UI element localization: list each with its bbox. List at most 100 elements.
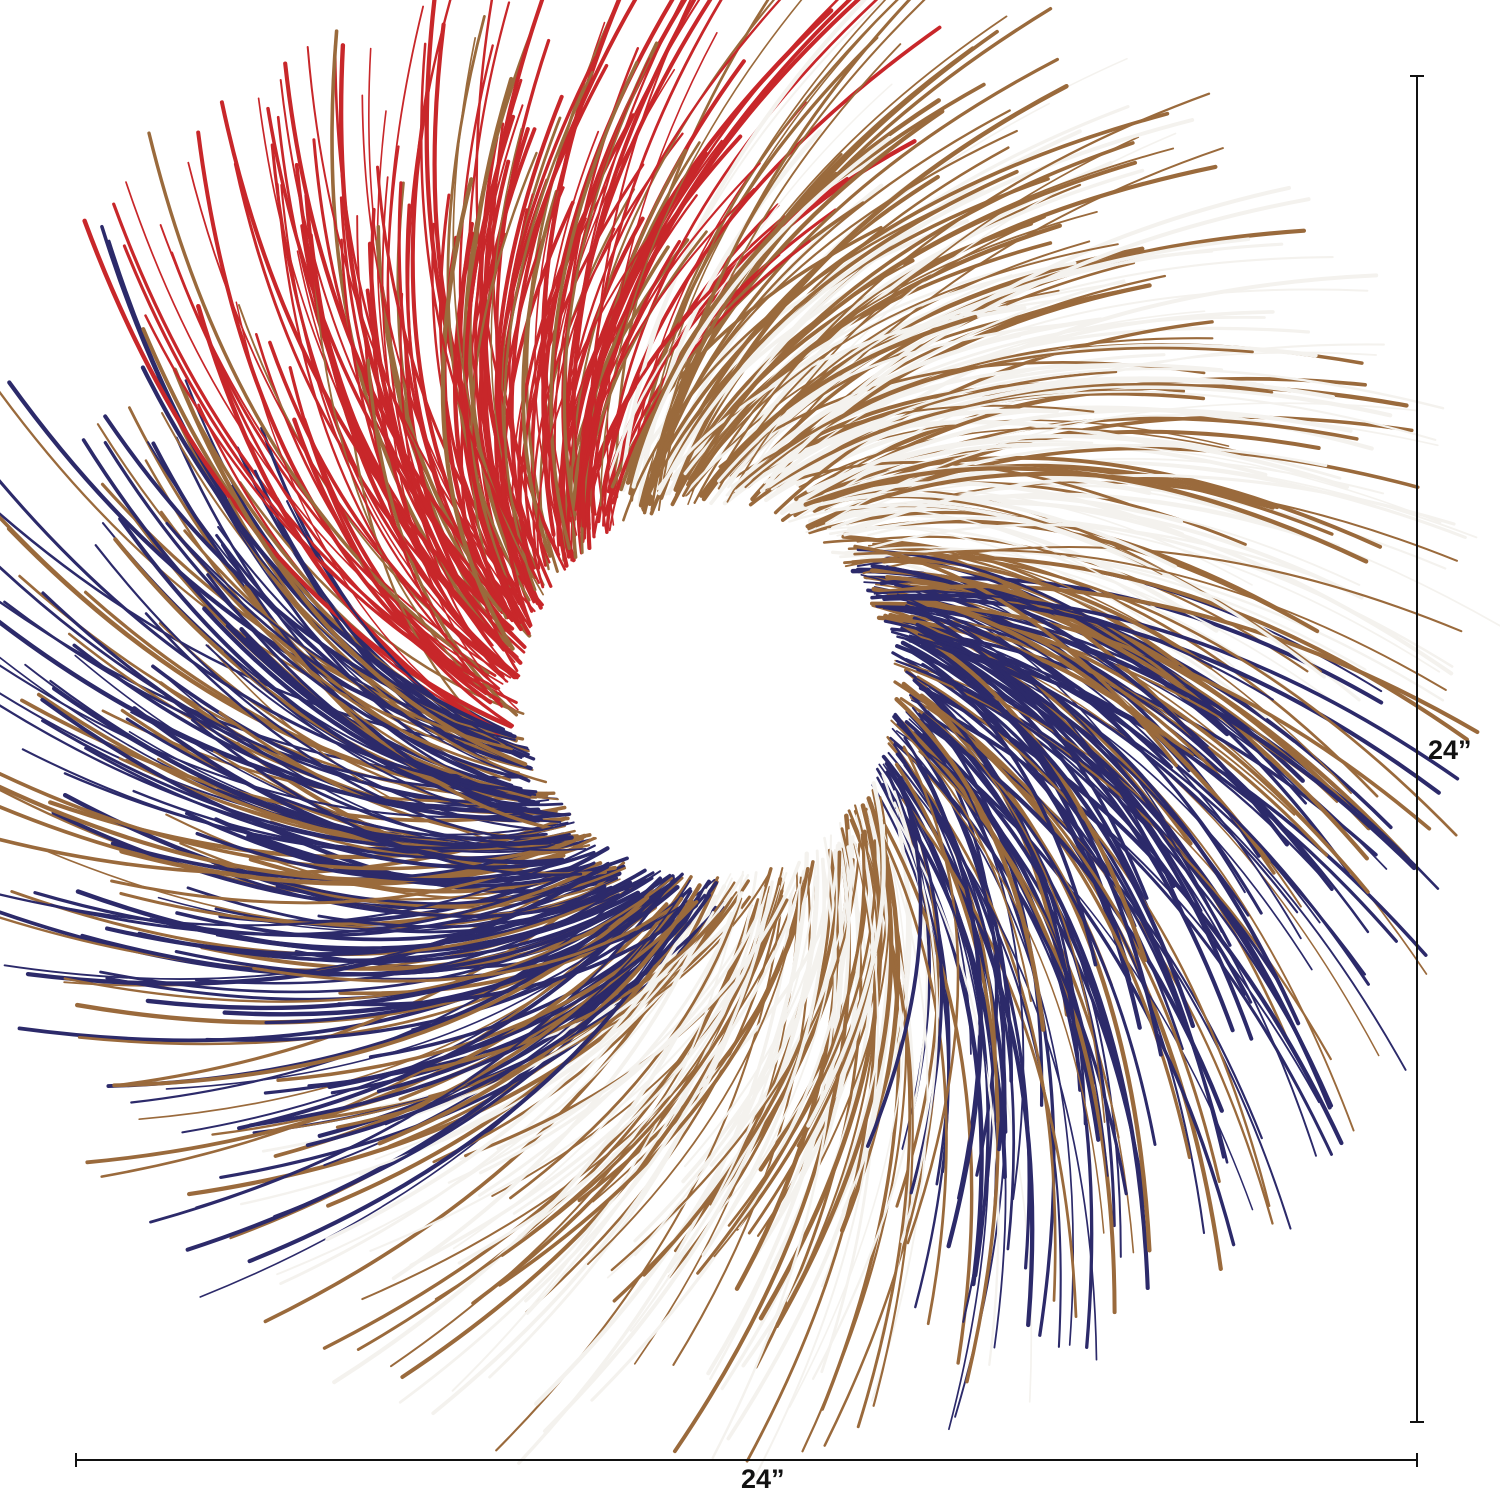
- twig: [894, 779, 990, 1431]
- twig: [701, 857, 826, 1257]
- twig: [805, 494, 1361, 586]
- twig: [653, 0, 926, 478]
- twig: [647, 111, 1170, 486]
- twig: [500, 889, 784, 1257]
- twig: [795, 455, 1383, 549]
- twig: [25, 862, 610, 986]
- twig: [0, 619, 541, 814]
- twig: [509, 897, 743, 1200]
- twig: [496, 860, 801, 1151]
- twig: [727, 274, 1013, 489]
- twig: [0, 704, 571, 850]
- twig: [517, 892, 772, 1238]
- twig: [670, 160, 1138, 507]
- twig: [420, 42, 532, 562]
- twig: [873, 590, 1274, 701]
- twig: [727, 839, 877, 1227]
- twig: [452, 231, 507, 607]
- twig: [805, 471, 1275, 529]
- twig: [793, 442, 1268, 506]
- twig: [875, 823, 948, 1326]
- twig: [748, 391, 1206, 507]
- twig: [475, 0, 561, 556]
- twig: [622, 204, 947, 522]
- twig: [876, 615, 1194, 758]
- twig: [156, 374, 506, 762]
- twig: [890, 719, 1032, 1002]
- twig: [721, 92, 1211, 469]
- twig: [657, 118, 1195, 496]
- twig: [875, 603, 1417, 871]
- twig: [36, 692, 592, 851]
- twig: [606, 842, 854, 1279]
- twig: [602, 0, 879, 527]
- twig: [895, 752, 1031, 1270]
- twig: [657, 0, 912, 493]
- twig: [895, 659, 1300, 1039]
- twig: [154, 685, 552, 845]
- twig: [215, 533, 533, 770]
- twig: [831, 494, 1183, 530]
- twig: [779, 407, 1353, 516]
- twig: [682, 320, 1093, 497]
- twig: [130, 886, 631, 1104]
- twig: [384, 879, 691, 1126]
- twig: [391, 894, 717, 1281]
- twig: [845, 523, 1317, 578]
- twig: [726, 136, 1140, 503]
- twig: [880, 819, 974, 1365]
- twig: [112, 895, 650, 1088]
- twig: [440, 177, 515, 651]
- twig: [776, 804, 880, 1328]
- twig: [853, 544, 1178, 768]
- twig: [856, 473, 1456, 531]
- twig: [304, 193, 517, 680]
- twig: [105, 884, 607, 957]
- twig: [765, 461, 1130, 506]
- twig: [922, 712, 1157, 1146]
- twig: [206, 476, 524, 778]
- twig: [637, 129, 822, 505]
- twig: [237, 903, 648, 1131]
- twig: [696, 833, 866, 1275]
- twig: [172, 367, 528, 767]
- twig: [536, 231, 654, 570]
- twig: [159, 224, 512, 679]
- twig: [283, 61, 509, 598]
- twig: [467, 76, 521, 576]
- twig: [882, 596, 1441, 795]
- twig: [890, 630, 1250, 917]
- width-label: 24”: [741, 1464, 785, 1494]
- twig: [276, 900, 699, 1082]
- twig: [280, 184, 509, 683]
- twig: [902, 748, 1105, 1234]
- twig: [900, 640, 1196, 1029]
- wreath-center-opening: [528, 510, 888, 870]
- height-label: 24”: [1428, 735, 1472, 765]
- height-dimension-line: [1416, 75, 1418, 1423]
- twig: [276, 183, 501, 690]
- twig: [673, 83, 1069, 492]
- twig: [724, 849, 838, 1223]
- twig: [457, 869, 806, 1265]
- twig: [260, 877, 632, 918]
- twig: [628, 171, 839, 496]
- twig: [825, 402, 1417, 525]
- twig: [235, 301, 503, 738]
- twig: [850, 557, 1213, 670]
- twig: [903, 763, 1016, 1251]
- twig: [859, 548, 1367, 671]
- twig: [682, 251, 988, 498]
- twig: [574, 188, 755, 512]
- twig: [452, 37, 544, 596]
- twig: [832, 503, 1326, 679]
- twig: [806, 781, 886, 1128]
- twig: [122, 244, 518, 705]
- twig: [808, 489, 1253, 586]
- twig: [397, 181, 514, 623]
- twig: [870, 563, 1289, 847]
- twig: [770, 390, 1437, 491]
- twig: [338, 43, 503, 620]
- twig: [49, 861, 596, 936]
- twig: [763, 367, 1445, 484]
